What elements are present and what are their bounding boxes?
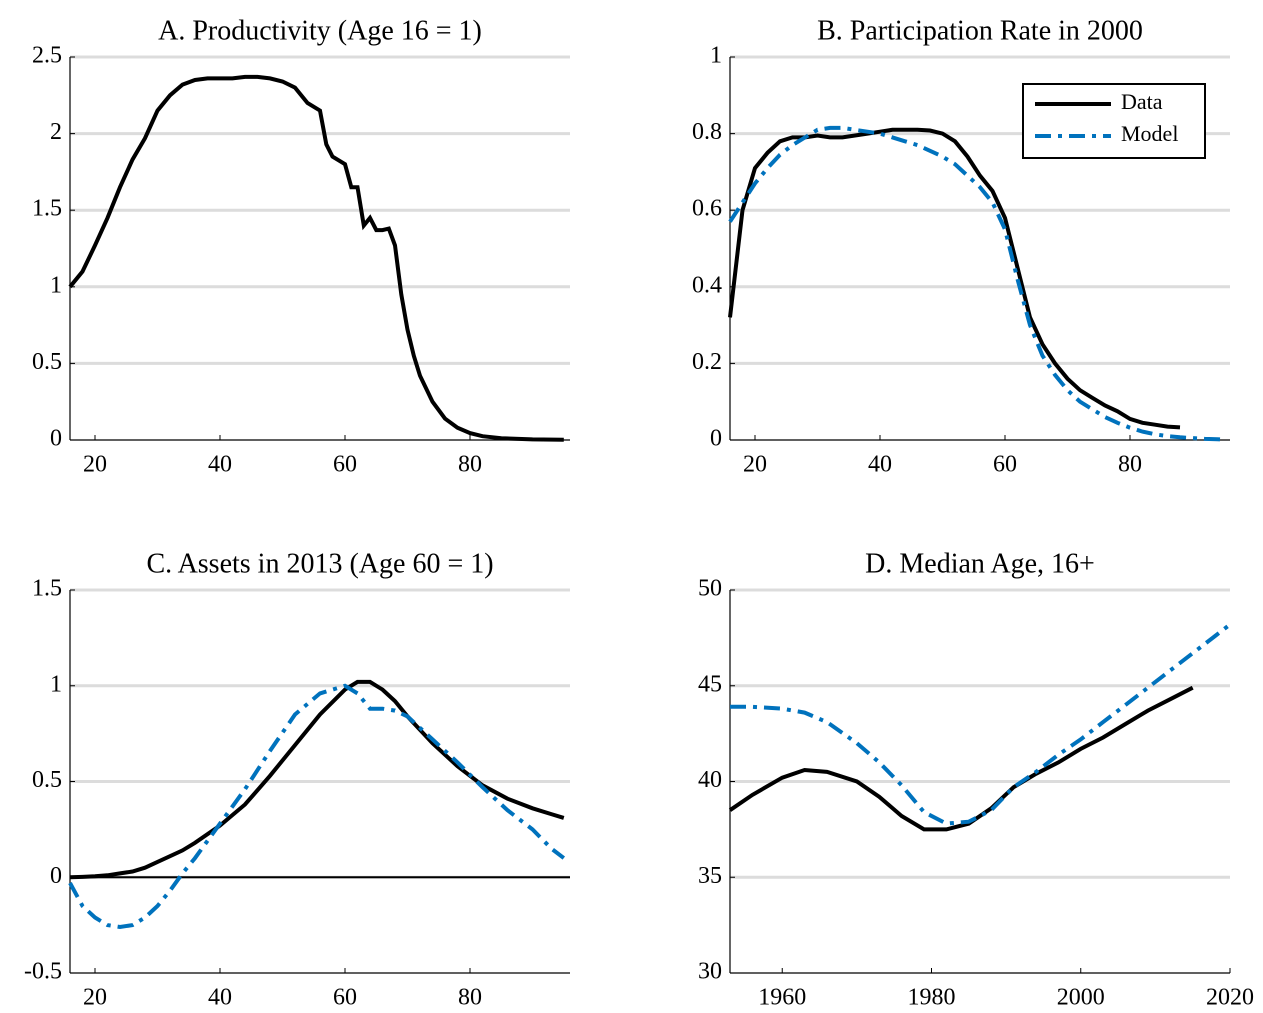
x-tick-label: 1960 — [758, 985, 806, 1011]
data-line — [69, 679, 565, 880]
y-tick-label: 50 — [698, 576, 722, 602]
x-tick-label: 80 — [458, 985, 482, 1011]
y-tick-label: 0.6 — [692, 196, 722, 222]
y-tick-label: 0 — [710, 426, 722, 452]
y-tick-label: 0.8 — [692, 119, 722, 145]
y-tick-label: 30 — [698, 959, 722, 985]
panel-title: B. Participation Rate in 2000 — [817, 15, 1143, 46]
y-tick-label: 0.5 — [32, 349, 62, 375]
y-tick-label: 2.5 — [32, 43, 62, 69]
x-tick-label: 40 — [208, 985, 232, 1011]
x-tick-label: 2020 — [1206, 985, 1254, 1011]
legend-box — [1022, 83, 1206, 159]
panel-title: A. Productivity (Age 16 = 1) — [158, 15, 482, 46]
y-tick-label: 40 — [698, 767, 722, 793]
legend-label: Data — [1121, 89, 1163, 114]
y-tick-label: 0 — [50, 863, 62, 889]
x-tick-label: 2000 — [1057, 985, 1105, 1011]
y-tick-label: 2 — [50, 119, 62, 145]
data-line — [68, 74, 564, 442]
x-tick-label: 40 — [208, 452, 232, 478]
data-line — [730, 130, 1205, 429]
x-tick-label: 80 — [1118, 452, 1142, 478]
x-tick-label: 20 — [743, 452, 767, 478]
y-tick-label: 1 — [710, 43, 722, 69]
y-tick-label: 0 — [50, 426, 62, 452]
y-tick-label: 1 — [50, 671, 62, 697]
data-line — [730, 622, 1232, 826]
x-tick-label: 60 — [333, 452, 357, 478]
data-line — [728, 125, 1224, 442]
x-tick-label: 40 — [868, 452, 892, 478]
x-tick-label: 60 — [993, 452, 1017, 478]
data-line — [68, 683, 566, 930]
y-tick-label: -0.5 — [24, 959, 62, 985]
x-tick-label: 20 — [83, 985, 107, 1011]
x-tick-label: 20 — [83, 452, 107, 478]
y-tick-label: 35 — [698, 863, 722, 889]
data-line — [728, 685, 1194, 832]
y-tick-label: 1.5 — [32, 196, 62, 222]
x-tick-label: 80 — [458, 452, 482, 478]
x-tick-label: 60 — [333, 985, 357, 1011]
x-tick-label: 1980 — [907, 985, 955, 1011]
y-tick-label: 0.5 — [32, 767, 62, 793]
y-tick-label: 45 — [698, 671, 722, 697]
panel-title: C. Assets in 2013 (Age 60 = 1) — [146, 548, 493, 579]
panel-title: D. Median Age, 16+ — [865, 548, 1095, 579]
y-tick-label: 1 — [50, 272, 62, 298]
y-tick-label: 1.5 — [32, 576, 62, 602]
y-tick-label: 0.2 — [692, 349, 722, 375]
y-tick-label: 0.4 — [692, 272, 722, 298]
legend-label: Model — [1121, 121, 1178, 146]
